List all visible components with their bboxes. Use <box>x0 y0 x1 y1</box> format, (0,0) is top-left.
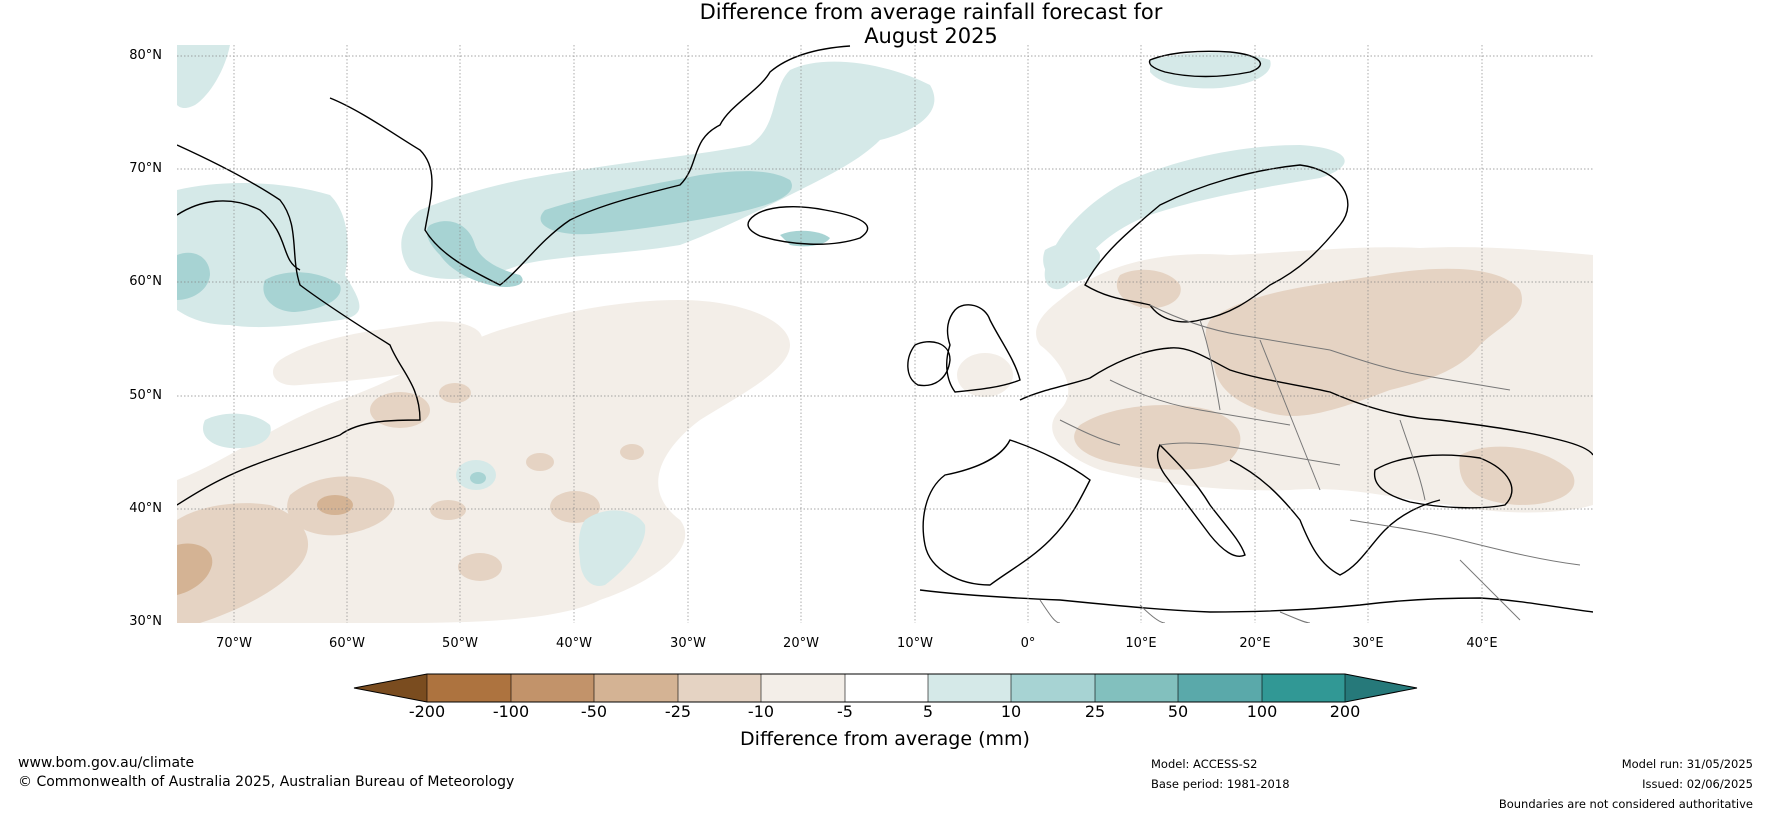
iberia-coast <box>922 439 1091 586</box>
iceland-coast <box>747 206 869 245</box>
anomaly-shading <box>177 45 1593 623</box>
coastlines <box>177 45 1593 613</box>
lon-label-40e: 40°E <box>1466 636 1498 651</box>
lat-label-80n: 80°N <box>129 48 162 63</box>
colorbar-tick-2: -100 <box>492 702 530 721</box>
wet-area-norway-coast <box>1044 145 1345 290</box>
dry-area-north-atlantic <box>272 321 483 386</box>
colorbar-seg-8 <box>1011 674 1095 702</box>
colorbar-tick-1: -200 <box>408 702 446 721</box>
scandinavia-coast <box>1084 164 1349 323</box>
black-sea-coast <box>1373 454 1513 509</box>
lat-label-40n: 40°N <box>129 501 162 516</box>
wet-area-newfoundland <box>202 413 271 449</box>
model-run-text: Model run: 31/05/2025 <box>1621 757 1753 771</box>
wet-area-greenland-south <box>426 221 523 287</box>
dry-area-eastern-europe <box>1205 268 1522 416</box>
base-period-text: Base period: 1981-2018 <box>1151 777 1290 791</box>
colorbar-label: Difference from average (mm) <box>740 728 1030 750</box>
lon-label-20e: 20°E <box>1239 636 1271 651</box>
ireland-coast <box>907 341 951 387</box>
lat-label-30n: 30°N <box>129 614 162 629</box>
colorbar-seg-10 <box>1178 674 1262 702</box>
dry-spot-7 <box>430 500 466 520</box>
lon-label-40w: 40°W <box>556 636 592 651</box>
lon-label-10w: 10°W <box>897 636 933 651</box>
wet-area-svalbard <box>1150 52 1271 89</box>
wet-area-baffin-mid <box>177 252 210 300</box>
lon-label-30w: 30°W <box>670 636 706 651</box>
wet-area-northwest <box>177 45 230 109</box>
lat-label-70n: 70°N <box>129 161 162 176</box>
greenland-coast <box>329 45 851 286</box>
copyright-text: © Commonwealth of Australia 2025, Austra… <box>18 774 515 790</box>
colorbar-tick-8: 10 <box>1000 702 1022 721</box>
colorbar-tick-3: -50 <box>580 702 608 721</box>
title-line-1: Difference from average rainfall forecas… <box>699 0 1163 24</box>
colorbar-tick-11: 100 <box>1246 702 1278 721</box>
dry-spot-4 <box>458 553 502 581</box>
britain-coast <box>946 304 1021 393</box>
dry-spot-2 <box>439 383 471 403</box>
colorbar-tick-9: 25 <box>1084 702 1106 721</box>
graticule <box>177 45 1593 623</box>
lon-label-60w: 60°W <box>329 636 365 651</box>
country-borders <box>1039 304 1581 623</box>
rainfall-map <box>177 45 1593 623</box>
colorbar-seg-6 <box>845 674 928 702</box>
italy-coast <box>1156 443 1246 557</box>
colorbar-seg-3 <box>594 674 678 702</box>
balkans-coast <box>1229 459 1441 576</box>
colorbar-seg-7 <box>928 674 1011 702</box>
dry-area-southwest <box>177 503 309 623</box>
dry-spot-5 <box>526 453 554 471</box>
colorbar-seg-5 <box>761 674 845 702</box>
colorbar-under-arrow <box>354 674 427 702</box>
dry-area-central-europe <box>1074 405 1241 470</box>
dry-spot-3 <box>550 491 600 523</box>
colorbar-tick-5: -10 <box>747 702 775 721</box>
lon-label-20w: 20°W <box>783 636 819 651</box>
lon-label-30e: 30°E <box>1352 636 1384 651</box>
wet-area-norway-west <box>1043 242 1100 283</box>
issued-text: Issued: 02/06/2025 <box>1642 777 1753 791</box>
lon-label-50w: 50°W <box>442 636 478 651</box>
lon-label-70w: 70°W <box>216 636 252 651</box>
canada-coast <box>177 144 421 506</box>
baffin-coast <box>177 200 301 271</box>
colorbar-seg-1 <box>427 674 511 702</box>
wet-area-azores <box>578 510 646 586</box>
wet-spot-atlantic-2 <box>470 472 486 484</box>
disclaimer-text: Boundaries are not considered authoritat… <box>1498 797 1753 811</box>
website-link[interactable]: www.bom.gov.au/climate <box>18 755 195 771</box>
colorbar-seg-11 <box>1262 674 1345 702</box>
colorbar-tick-12: 200 <box>1329 702 1361 721</box>
colorbar-seg-2 <box>511 674 594 702</box>
lon-label-0: 0° <box>1020 636 1036 651</box>
colorbar <box>353 673 1418 703</box>
lat-label-50n: 50°N <box>129 388 162 403</box>
dry-area-southwest-2 <box>177 543 213 595</box>
dry-area-scandinavia <box>1116 269 1181 309</box>
colorbar-tick-6: -5 <box>837 702 853 721</box>
colorbar-tick-7: 5 <box>922 702 934 721</box>
dry-spot-6 <box>620 444 644 460</box>
svalbard-coast <box>1148 50 1262 78</box>
colorbar-seg-9 <box>1095 674 1178 702</box>
colorbar-tick-10: 50 <box>1167 702 1189 721</box>
lon-label-10e: 10°E <box>1125 636 1157 651</box>
wet-area-greenland-east-mid <box>540 171 792 235</box>
europe-coast <box>1019 347 1593 456</box>
dry-spot-1 <box>317 495 353 515</box>
colorbar-seg-4 <box>678 674 761 702</box>
map-title: Difference from average rainfall forecas… <box>46 0 1770 48</box>
title-line-2: August 2025 <box>864 24 998 48</box>
model-text: Model: ACCESS-S2 <box>1151 757 1258 771</box>
colorbar-over-arrow <box>1345 674 1417 702</box>
colorbar-tick-4: -25 <box>664 702 692 721</box>
dry-spot-8 <box>370 392 430 428</box>
north-africa-coast <box>919 589 1593 613</box>
lat-label-60n: 60°N <box>129 274 162 289</box>
